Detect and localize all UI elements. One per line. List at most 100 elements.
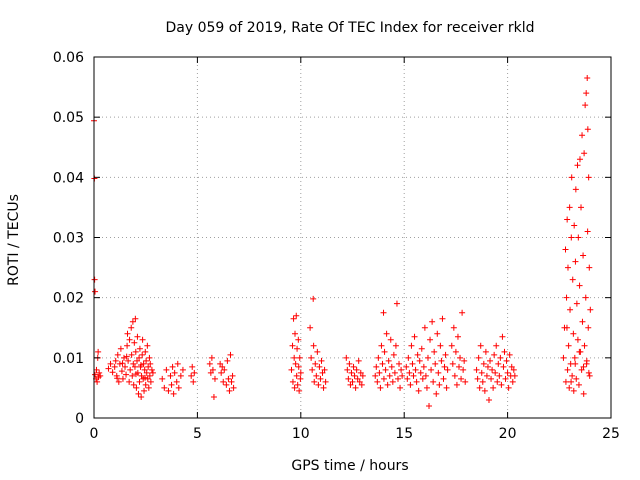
data-point: [122, 363, 129, 370]
data-point: [576, 156, 583, 163]
data-point: [579, 318, 586, 325]
data-point: [128, 351, 135, 358]
data-point: [94, 378, 101, 385]
data-point: [129, 318, 136, 325]
data-point: [479, 378, 486, 385]
data-point: [128, 324, 135, 331]
data-point: [489, 366, 496, 373]
data-point: [421, 324, 428, 331]
data-point: [393, 300, 400, 307]
data-point: [345, 375, 352, 382]
data-point: [161, 384, 168, 391]
data-point: [450, 324, 457, 331]
data-point: [427, 336, 434, 343]
data-point: [131, 363, 138, 370]
data-point: [440, 375, 447, 382]
data-point: [562, 246, 569, 253]
data-point: [174, 360, 181, 367]
data-point: [419, 375, 426, 382]
data-point: [224, 357, 231, 364]
data-point: [453, 381, 460, 388]
data-point: [502, 375, 509, 382]
data-point: [315, 381, 322, 388]
data-point: [120, 354, 127, 361]
data-point: [354, 375, 361, 382]
data-point: [320, 384, 327, 391]
data-point: [582, 294, 589, 301]
x-tick-label: 15: [395, 426, 413, 442]
data-point: [373, 363, 380, 370]
data-point: [485, 396, 492, 403]
data-point: [462, 378, 469, 385]
data-point: [289, 342, 296, 349]
data-point: [143, 357, 150, 364]
data-point: [585, 324, 592, 331]
data-point: [348, 369, 355, 376]
data-point: [292, 360, 299, 367]
data-point: [139, 351, 146, 358]
data-point: [571, 354, 578, 361]
data-point: [126, 336, 133, 343]
x-tick-label: 25: [602, 426, 620, 442]
data-point: [429, 318, 436, 325]
data-point: [410, 372, 417, 379]
data-point: [208, 354, 215, 361]
data-point: [411, 333, 418, 340]
data-point: [384, 381, 391, 388]
data-point: [478, 369, 485, 376]
data-point: [138, 372, 145, 379]
y-tick-label: 0.03: [53, 231, 84, 247]
data-point: [289, 378, 296, 385]
data-point: [221, 366, 228, 373]
data-point: [375, 354, 382, 361]
data-point: [407, 381, 414, 388]
data-point: [318, 357, 325, 364]
data-point: [418, 345, 425, 352]
data-point: [351, 372, 358, 379]
data-point: [451, 372, 458, 379]
data-point: [168, 381, 175, 388]
data-point: [565, 342, 572, 349]
data-point: [134, 333, 141, 340]
data-point: [437, 342, 444, 349]
data-point: [580, 390, 587, 397]
data-point: [572, 186, 579, 193]
data-point: [141, 366, 148, 373]
data-point: [359, 372, 366, 379]
data-point: [582, 102, 589, 109]
data-point: [190, 378, 197, 385]
x-tick-label: 20: [499, 426, 517, 442]
data-point: [383, 330, 390, 337]
data-point: [147, 360, 154, 367]
data-point: [452, 348, 459, 355]
data-point: [422, 372, 429, 379]
data-point: [404, 375, 411, 382]
data-point: [564, 264, 571, 271]
data-point: [119, 375, 126, 382]
data-point: [424, 354, 431, 361]
data-point: [501, 348, 508, 355]
data-point: [136, 378, 143, 385]
data-point: [350, 363, 357, 370]
data-point: [406, 369, 413, 376]
data-point: [430, 378, 437, 385]
data-point: [380, 309, 387, 316]
data-point: [228, 378, 235, 385]
data-point: [509, 378, 516, 385]
data-point: [497, 354, 504, 361]
data-point: [581, 342, 588, 349]
data-point: [141, 387, 148, 394]
data-point: [576, 348, 583, 355]
data-point: [96, 369, 103, 376]
data-point: [493, 342, 500, 349]
data-point: [568, 234, 575, 241]
data-point: [357, 369, 364, 376]
data-point: [574, 162, 581, 169]
data-point: [476, 384, 483, 391]
data-point: [125, 357, 132, 364]
data-point: [116, 360, 123, 367]
data-point: [159, 375, 166, 382]
data-point: [136, 354, 143, 361]
data-point: [491, 351, 498, 358]
